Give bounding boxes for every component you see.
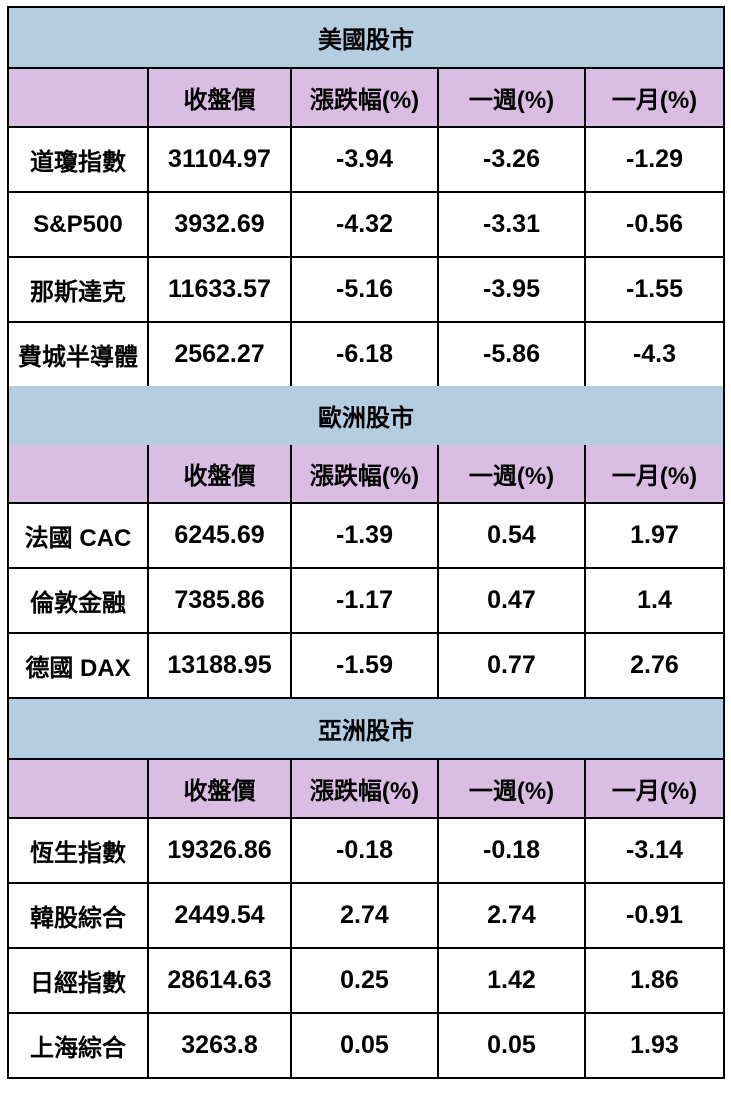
section-title: 美國股市 xyxy=(7,6,725,69)
table-row: 法國 CAC 6245.69 -1.39 0.54 1.97 xyxy=(7,502,725,569)
column-header: 一週(%) xyxy=(437,758,586,819)
table-row: 韓股綜合 2449.54 2.74 2.74 -0.91 xyxy=(7,882,725,949)
column-header-blank xyxy=(7,758,149,819)
table-row: S&P500 3932.69 -4.32 -3.31 -0.56 xyxy=(7,191,725,258)
column-header-row: 收盤價 漲跌幅(%) 一週(%) 一月(%) xyxy=(7,67,725,128)
column-header-row: 收盤價 漲跌幅(%) 一週(%) 一月(%) xyxy=(7,758,725,819)
index-name: 道瓊指數 xyxy=(7,126,149,193)
value-cell: 0.05 xyxy=(290,1012,439,1079)
index-name: 日經指數 xyxy=(7,947,149,1014)
table-row: 那斯達克 11633.57 -5.16 -3.95 -1.55 xyxy=(7,256,725,323)
index-name: S&P500 xyxy=(7,191,149,258)
section-title-row: 美國股市 xyxy=(7,6,725,69)
index-name: 費城半導體 xyxy=(7,321,149,387)
value-cell: 1.97 xyxy=(584,502,725,569)
table-row: 日經指數 28614.63 0.25 1.42 1.86 xyxy=(7,947,725,1014)
value-cell: -4.32 xyxy=(290,191,439,258)
table-row: 恆生指數 19326.86 -0.18 -0.18 -3.14 xyxy=(7,817,725,884)
index-name: 恆生指數 xyxy=(7,817,149,884)
value-cell: 31104.97 xyxy=(147,126,292,193)
value-cell: 11633.57 xyxy=(147,256,292,323)
value-cell: 28614.63 xyxy=(147,947,292,1014)
value-cell: -3.26 xyxy=(437,126,586,193)
value-cell: 2449.54 xyxy=(147,882,292,949)
value-cell: 7385.86 xyxy=(147,567,292,634)
value-cell: -3.95 xyxy=(437,256,586,323)
stock-markets-table: 美國股市 收盤價 漲跌幅(%) 一週(%) 一月(%) 道瓊指數 31104.97 -3.… xyxy=(7,6,725,1079)
value-cell: -1.55 xyxy=(584,256,725,323)
column-header-blank xyxy=(7,444,149,504)
value-cell: -1.17 xyxy=(290,567,439,634)
value-cell: 19326.86 xyxy=(147,817,292,884)
column-header-row: 收盤價 漲跌幅(%) 一週(%) 一月(%) xyxy=(7,444,725,504)
table-row: 倫敦金融 7385.86 -1.17 0.47 1.4 xyxy=(7,567,725,634)
value-cell: 3932.69 xyxy=(147,191,292,258)
value-cell: -0.91 xyxy=(584,882,725,949)
table-row: 費城半導體 2562.27 -6.18 -5.86 -4.3 xyxy=(7,321,725,387)
value-cell: 2.76 xyxy=(584,632,725,699)
value-cell: -4.3 xyxy=(584,321,725,387)
value-cell: 3263.8 xyxy=(147,1012,292,1079)
value-cell: -3.14 xyxy=(584,817,725,884)
column-header: 一月(%) xyxy=(584,67,725,128)
value-cell: 1.42 xyxy=(437,947,586,1014)
column-header: 一月(%) xyxy=(584,444,725,504)
section-title-row: 歐洲股市 xyxy=(7,386,725,445)
table-row: 道瓊指數 31104.97 -3.94 -3.26 -1.29 xyxy=(7,126,725,193)
column-header: 漲跌幅(%) xyxy=(290,67,439,128)
index-name: 韓股綜合 xyxy=(7,882,149,949)
column-header: 一月(%) xyxy=(584,758,725,819)
value-cell: -0.56 xyxy=(584,191,725,258)
value-cell: -1.29 xyxy=(584,126,725,193)
column-header: 一週(%) xyxy=(437,67,586,128)
column-header: 一週(%) xyxy=(437,444,586,504)
column-header: 漲跌幅(%) xyxy=(290,444,439,504)
value-cell: -6.18 xyxy=(290,321,439,387)
value-cell: -0.18 xyxy=(290,817,439,884)
value-cell: 1.86 xyxy=(584,947,725,1014)
index-name: 倫敦金融 xyxy=(7,567,149,634)
value-cell: 0.05 xyxy=(437,1012,586,1079)
column-header-blank xyxy=(7,67,149,128)
column-header: 收盤價 xyxy=(147,67,292,128)
index-name: 德國 DAX xyxy=(7,632,149,699)
value-cell: 1.4 xyxy=(584,567,725,634)
value-cell: 1.93 xyxy=(584,1012,725,1079)
section-title-row: 亞洲股市 xyxy=(7,697,725,760)
value-cell: -3.94 xyxy=(290,126,439,193)
table-row: 德國 DAX 13188.95 -1.59 0.77 2.76 xyxy=(7,632,725,699)
value-cell: -5.16 xyxy=(290,256,439,323)
value-cell: 0.47 xyxy=(437,567,586,634)
section-title: 歐洲股市 xyxy=(7,386,725,445)
value-cell: 2562.27 xyxy=(147,321,292,387)
value-cell: 0.54 xyxy=(437,502,586,569)
value-cell: 2.74 xyxy=(437,882,586,949)
value-cell: -1.39 xyxy=(290,502,439,569)
column-header: 漲跌幅(%) xyxy=(290,758,439,819)
value-cell: 2.74 xyxy=(290,882,439,949)
value-cell: 6245.69 xyxy=(147,502,292,569)
value-cell: 0.77 xyxy=(437,632,586,699)
index-name: 法國 CAC xyxy=(7,502,149,569)
table-row: 上海綜合 3263.8 0.05 0.05 1.93 xyxy=(7,1012,725,1079)
section-title: 亞洲股市 xyxy=(7,697,725,760)
value-cell: -5.86 xyxy=(437,321,586,387)
value-cell: -0.18 xyxy=(437,817,586,884)
index-name: 那斯達克 xyxy=(7,256,149,323)
value-cell: -3.31 xyxy=(437,191,586,258)
column-header: 收盤價 xyxy=(147,444,292,504)
value-cell: -1.59 xyxy=(290,632,439,699)
column-header: 收盤價 xyxy=(147,758,292,819)
value-cell: 0.25 xyxy=(290,947,439,1014)
value-cell: 13188.95 xyxy=(147,632,292,699)
index-name: 上海綜合 xyxy=(7,1012,149,1079)
